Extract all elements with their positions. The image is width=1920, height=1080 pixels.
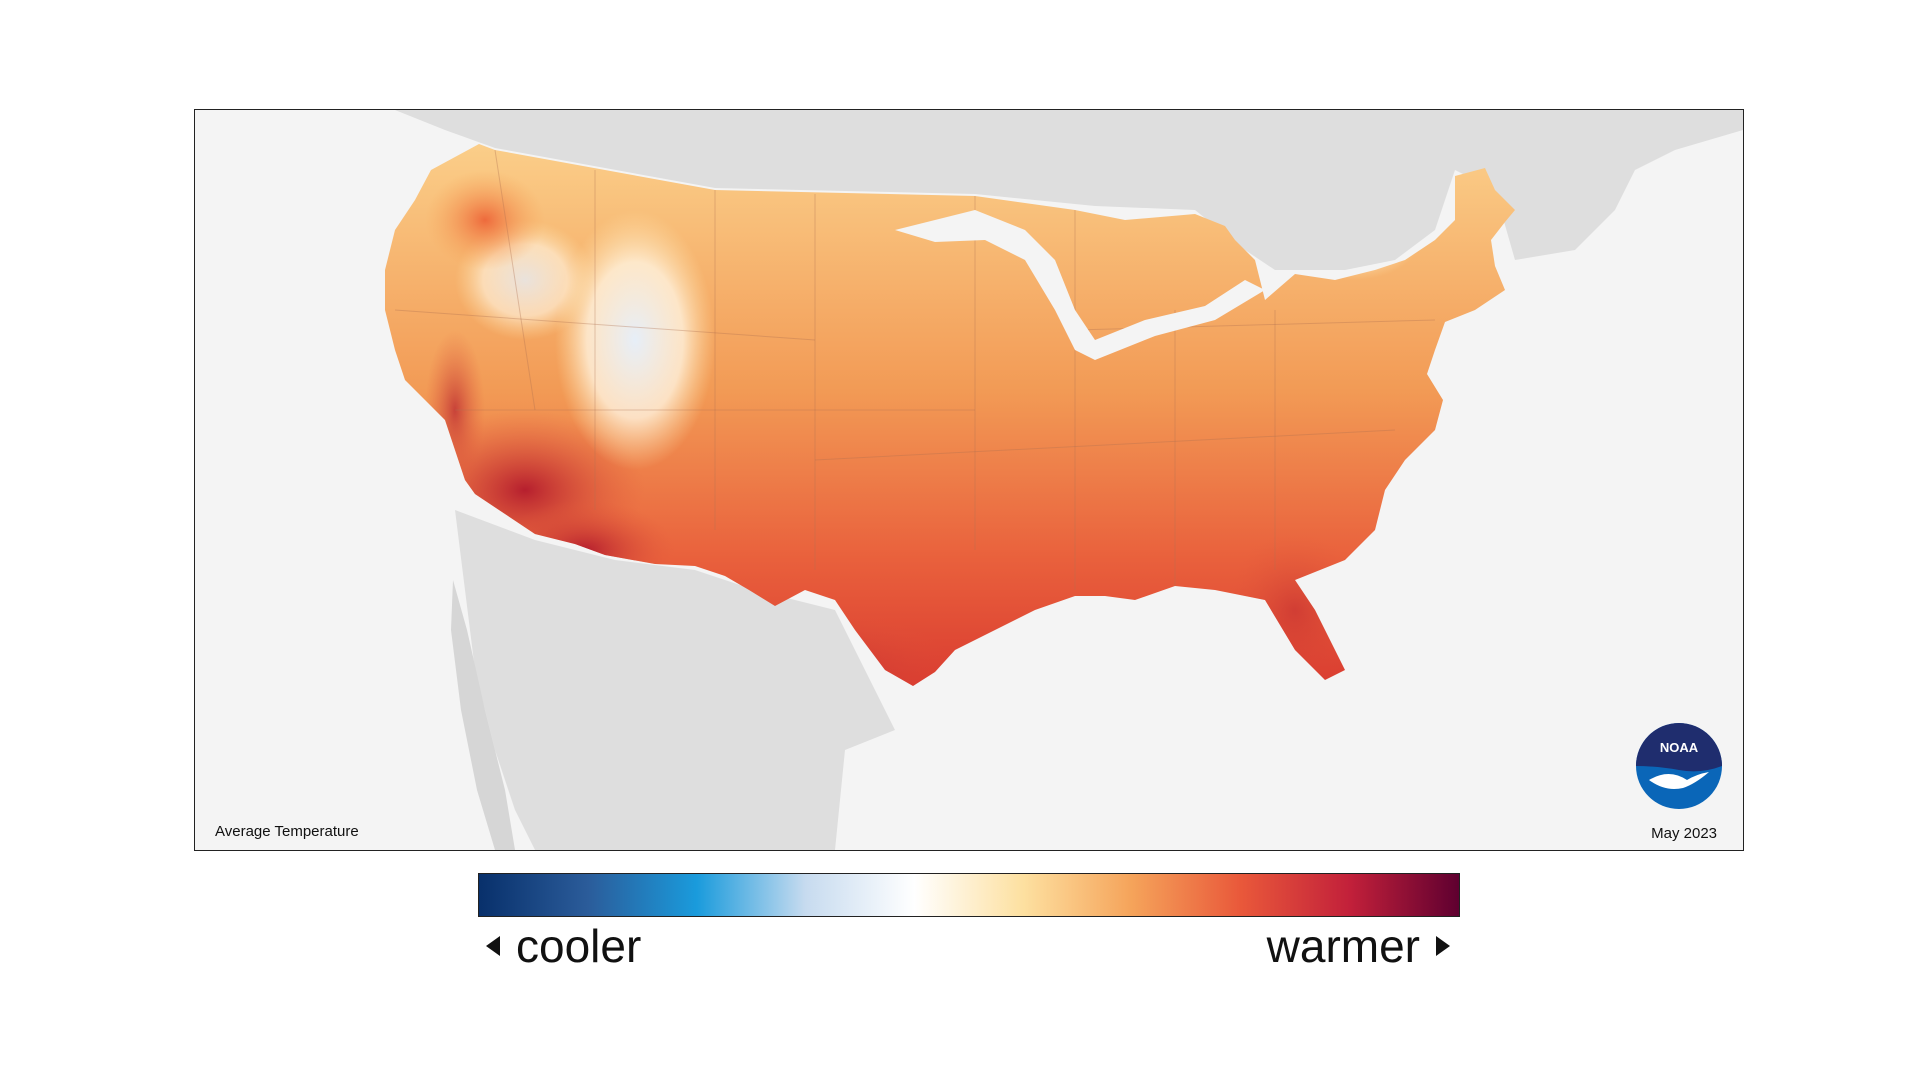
- great-lakes: [895, 210, 1265, 360]
- noaa-logo-text: NOAA: [1660, 740, 1699, 755]
- legend-warmer: warmer: [1267, 918, 1450, 974]
- legend-warmer-label: warmer: [1266, 920, 1420, 972]
- canada-landmass: [395, 110, 1743, 270]
- map-date-caption: May 2023: [1651, 825, 1717, 842]
- legend-cooler-label: cooler: [516, 920, 642, 972]
- legend-cooler: cooler: [486, 918, 641, 974]
- baja-peninsula: [451, 580, 515, 850]
- triangle-left-icon: [486, 936, 500, 956]
- map-title-caption: Average Temperature: [215, 823, 359, 840]
- triangle-right-icon: [1436, 936, 1450, 956]
- temperature-map: [385, 110, 1743, 850]
- mexico-landmass: [455, 510, 895, 850]
- color-scale-legend: [478, 873, 1460, 917]
- noaa-bird-logo-icon: NOAA: [1636, 723, 1722, 809]
- map-panel: NOAA Average Temperature May 2023: [194, 109, 1744, 851]
